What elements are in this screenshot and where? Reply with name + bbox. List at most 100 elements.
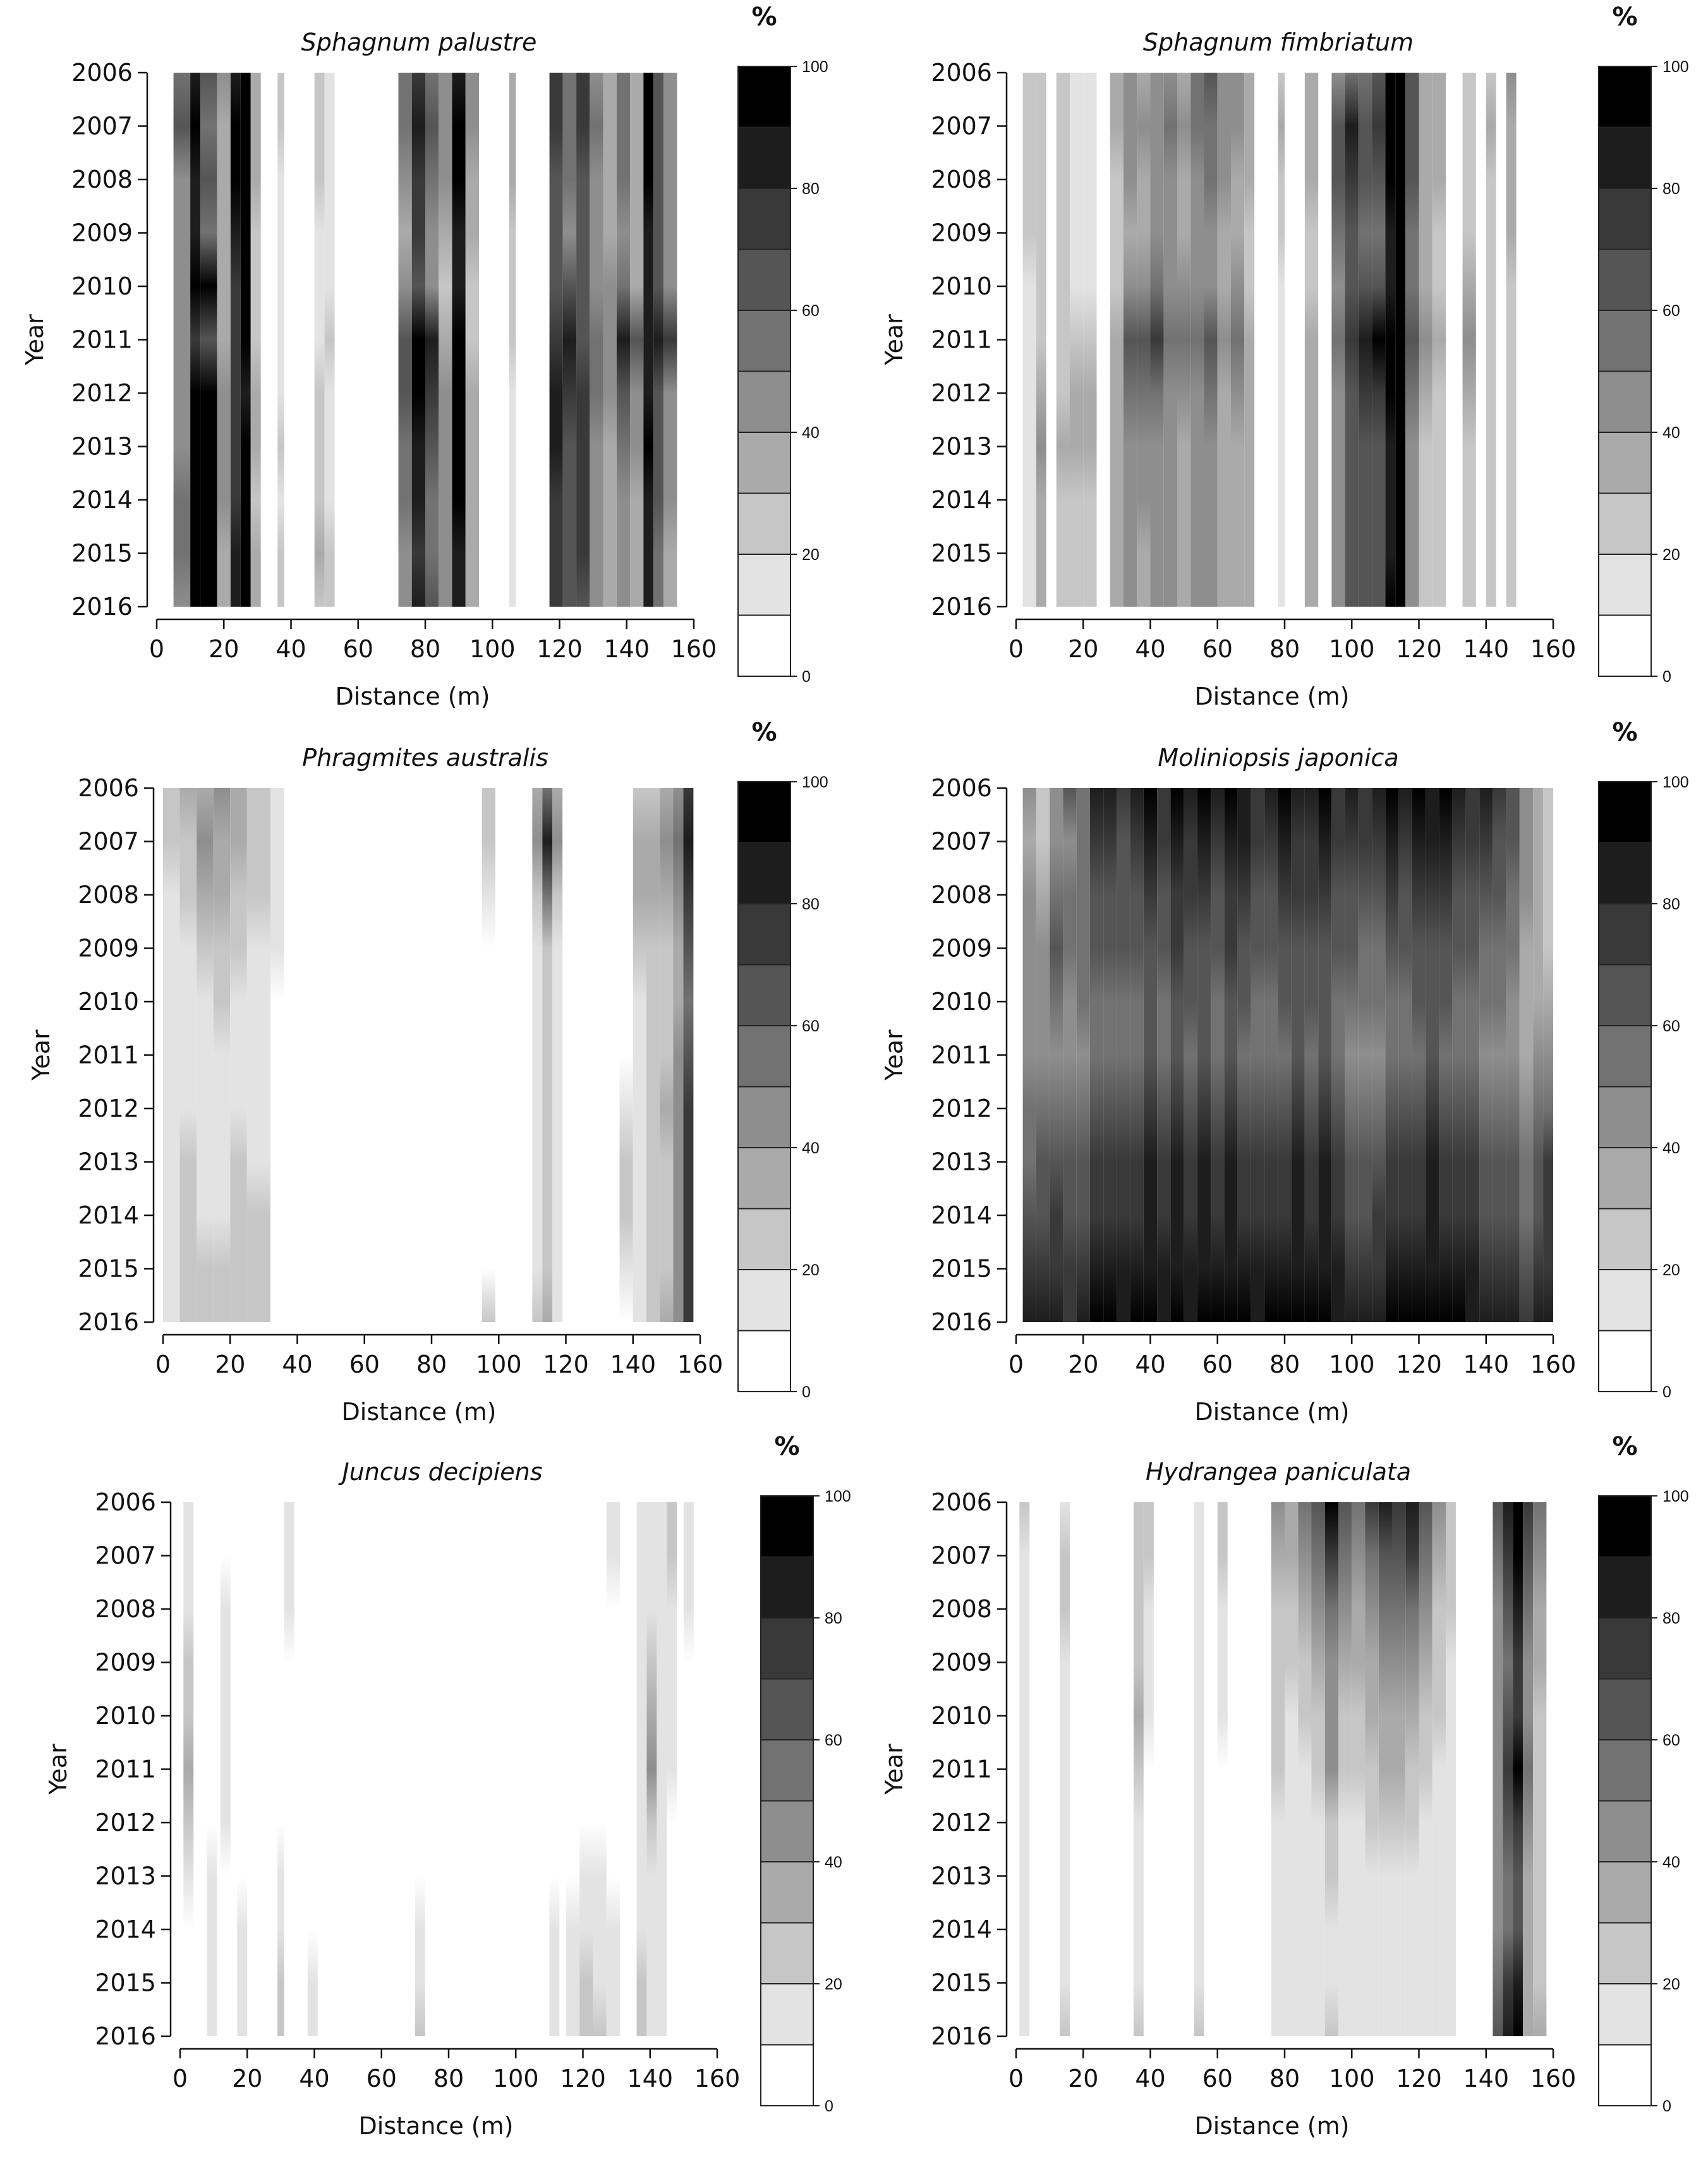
colorbar-swatch: [737, 903, 791, 966]
heatmap-band: [1264, 788, 1278, 1322]
colorbar-tick-label: 60: [802, 1017, 820, 1035]
y-tick-label: 2009: [931, 1649, 992, 1677]
colorbar-swatch: [1598, 1800, 1652, 1862]
heatmap-band: [1237, 788, 1251, 1322]
heatmap-band: [1432, 73, 1446, 607]
y-tick-label: 2012: [95, 1809, 156, 1837]
x-tick-label: 40: [282, 1351, 312, 1378]
heatmap-band: [200, 73, 217, 607]
panel-6: Hydrangea paniculata20062007200820092010…: [880, 1432, 1689, 2140]
x-tick-label: 140: [1463, 1351, 1509, 1378]
heatmap-band: [1493, 788, 1506, 1322]
heatmap-band: [1465, 788, 1480, 1322]
heatmap-band: [179, 788, 197, 1322]
y-tick-label: 2009: [71, 219, 133, 247]
colorbar-swatch: [760, 1861, 814, 1924]
heatmap-band: [1398, 788, 1412, 1322]
y-tick-label: 2007: [71, 112, 133, 140]
heatmap-band: [1117, 788, 1130, 1322]
y-tick-label: 2015: [931, 1255, 992, 1283]
heatmap-band: [230, 73, 241, 607]
x-tick-label: 40: [276, 635, 306, 663]
colorbar-tick-label: 60: [825, 1732, 842, 1749]
heatmap-band: [1170, 788, 1184, 1322]
y-axis-label: Year: [880, 1744, 908, 1795]
colorbar-swatch: [1598, 554, 1652, 616]
heatmap-band: [566, 1502, 580, 2036]
heatmap-band: [411, 73, 425, 607]
colorbar-swatch: [1598, 370, 1652, 433]
x-tick-label: 60: [1202, 2065, 1233, 2092]
heatmap-band: [314, 73, 325, 607]
colorbar-swatch: [1598, 1495, 1652, 1558]
y-tick-label: 2007: [931, 112, 992, 140]
y-tick-label: 2012: [931, 379, 992, 407]
heatmap-band: [246, 788, 270, 1322]
colorbar-swatch: [737, 554, 791, 616]
heatmap-band: [482, 788, 495, 1322]
heatmap-band: [606, 1502, 620, 2036]
heatmap-band: [1184, 788, 1197, 1322]
heatmap-band: [183, 1502, 194, 2036]
plot-area: [180, 1502, 717, 2036]
colorbar-swatch: [737, 1086, 791, 1148]
heatmap-band: [1133, 1502, 1144, 2036]
x-tick-label: 60: [366, 2065, 397, 2092]
colorbar-swatch: [1598, 1983, 1652, 2046]
x-axis-label: Distance (m): [1195, 2112, 1350, 2140]
heatmap-band: [1060, 1502, 1070, 2036]
heatmap-band: [667, 1502, 677, 2036]
colorbar-swatch: [737, 614, 791, 677]
heatmap-band: [163, 788, 180, 1322]
heatmap-band: [425, 73, 439, 607]
heatmap-band: [1318, 788, 1332, 1322]
y-tick-label: 2013: [931, 433, 992, 461]
heatmap-band: [230, 788, 247, 1322]
y-tick-label: 2013: [71, 433, 133, 461]
heatmap-band: [1150, 73, 1164, 607]
heatmap-band: [683, 1502, 694, 2036]
heatmap-band: [1331, 788, 1345, 1322]
heatmap-band: [307, 1502, 318, 2036]
y-tick-label: 2011: [95, 1756, 156, 1783]
heatmap-band: [1432, 1502, 1446, 2036]
colorbar-swatch: [760, 1922, 814, 1984]
colorbar-tick-label: 80: [1663, 180, 1680, 198]
heatmap-band: [1513, 1502, 1523, 2036]
colorbar-tick-label: 0: [802, 668, 811, 686]
colorbar-unit-label: %: [774, 1432, 799, 1461]
heatmap-band: [1523, 1502, 1534, 2036]
heatmap-band: [1163, 73, 1177, 607]
x-tick-label: 20: [232, 2065, 262, 2092]
heatmap-band: [1331, 73, 1345, 607]
colorbar-swatch: [737, 1208, 791, 1270]
heatmap-band: [1211, 788, 1225, 1322]
x-tick-label: 0: [1008, 1351, 1024, 1378]
x-tick-label: 80: [1269, 635, 1300, 663]
colorbar-swatch: [1598, 1330, 1652, 1392]
x-tick-label: 80: [1269, 2065, 1300, 2092]
colorbar-swatch: [737, 842, 791, 904]
colorbar-swatch: [737, 126, 791, 189]
colorbar-swatch: [1598, 842, 1652, 904]
y-tick-label: 2012: [78, 1095, 139, 1122]
y-tick-label: 2014: [78, 1201, 139, 1229]
heatmap-band: [324, 73, 335, 607]
heatmap-band: [1157, 788, 1171, 1322]
heatmap-band: [415, 1502, 425, 2036]
heatmap-band: [1392, 1502, 1406, 2036]
x-tick-label: 20: [1068, 1351, 1098, 1378]
y-tick-label: 2010: [931, 272, 992, 300]
y-tick-label: 2013: [78, 1148, 139, 1176]
x-tick-label: 140: [1463, 635, 1509, 663]
colorbar-tick-label: 100: [1663, 1488, 1689, 1505]
heatmap-band: [1395, 73, 1406, 607]
y-tick-label: 2009: [931, 219, 992, 247]
y-tick-label: 2012: [931, 1095, 992, 1122]
colorbar-swatch: [737, 370, 791, 433]
x-tick-label: 100: [493, 2065, 539, 2092]
heatmap-band: [590, 73, 603, 607]
colorbar-swatch: [760, 1800, 814, 1862]
y-tick-label: 2007: [931, 828, 992, 856]
heatmap-band: [207, 1502, 217, 2036]
